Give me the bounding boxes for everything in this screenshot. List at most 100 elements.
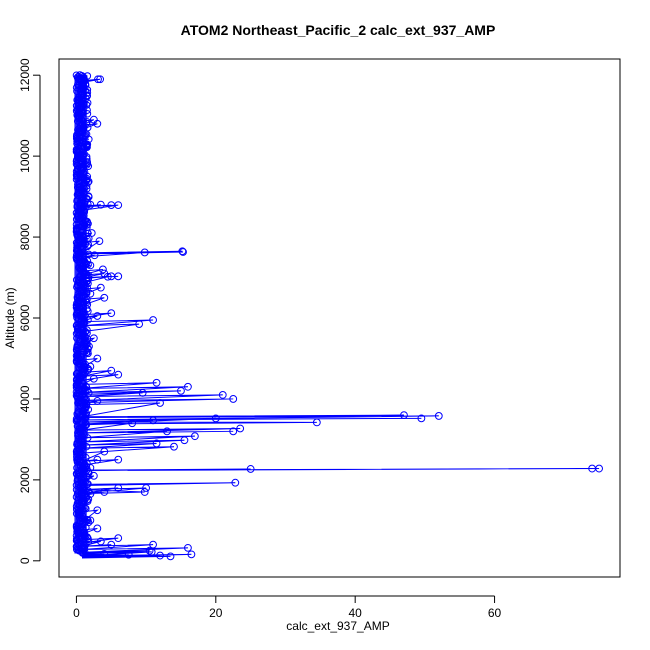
data-point [152, 378, 161, 387]
data-point [434, 412, 443, 420]
data-point [93, 354, 102, 363]
y-tick-label: 8000 [18, 223, 32, 250]
data-point [80, 76, 89, 85]
data-point [180, 436, 189, 445]
y-axis-label: Altitude (m) [3, 287, 17, 348]
data-point [99, 265, 107, 274]
data-point [82, 91, 91, 100]
data-point [145, 546, 154, 555]
data-point [177, 386, 185, 395]
y-tick-label: 6000 [18, 304, 32, 331]
chart-title: ATOM2 Northeast_Pacific_2 calc_ext_937_A… [181, 22, 496, 38]
x-axis-label: calc_ext_937_AMP [286, 619, 389, 633]
y-tick-label: 2000 [18, 466, 32, 493]
data-point [82, 235, 91, 243]
data-point [312, 418, 321, 427]
data-point [100, 293, 109, 302]
data-point [93, 455, 102, 464]
data-point [94, 75, 102, 84]
data-point [107, 309, 116, 318]
y-tick-label: 0 [18, 557, 32, 564]
data-point [246, 465, 255, 473]
data-point [78, 107, 86, 116]
data-point [85, 342, 93, 351]
data-point [163, 427, 171, 436]
data-point [93, 312, 102, 320]
data-point [140, 248, 149, 257]
data-point [78, 192, 87, 201]
data-point [114, 534, 123, 543]
data-point [89, 471, 98, 480]
data-point [82, 326, 91, 335]
data-point [114, 484, 123, 492]
data-point [86, 490, 95, 498]
data-point [128, 419, 137, 428]
data-point [86, 261, 95, 270]
data-point [184, 543, 192, 552]
data-point [187, 550, 196, 559]
x-tick-label: 20 [209, 606, 223, 620]
x-tick-label: 0 [73, 606, 80, 620]
data-point [114, 455, 123, 464]
data-point [79, 99, 88, 108]
data-point [114, 370, 123, 379]
data-point [77, 87, 86, 96]
dense-band-core [74, 75, 87, 554]
data-point [93, 524, 102, 533]
data-point [184, 382, 192, 391]
data-point [90, 251, 99, 260]
y-tick-label: 4000 [18, 385, 32, 412]
data-point [96, 75, 105, 84]
data-point [147, 548, 156, 556]
data-point [149, 416, 157, 425]
data-point [89, 334, 98, 343]
data-point [417, 414, 426, 423]
data-point [79, 548, 88, 557]
data-point [79, 528, 88, 537]
data-point [100, 550, 109, 558]
data-point [179, 248, 187, 256]
data-point [211, 414, 220, 423]
data-point [86, 200, 95, 209]
data-point [124, 550, 133, 559]
data-point [82, 140, 91, 148]
data-point [595, 464, 603, 473]
data-point [100, 447, 109, 456]
y-tick-label: 12000 [18, 58, 32, 92]
x-tick-label: 60 [488, 606, 502, 620]
data-point [79, 299, 88, 308]
data-point [87, 229, 96, 237]
axes: 0 20 40 60 0 2000 4000 6000 8000 10000 12000 [18, 58, 502, 620]
data-point [78, 212, 86, 221]
data-point [103, 272, 112, 281]
data-point [82, 277, 91, 286]
data-point [135, 320, 144, 328]
data-point [80, 184, 88, 193]
data-point [77, 172, 86, 181]
data-point [166, 552, 175, 561]
x-tick-label: 40 [349, 606, 363, 620]
data-point [93, 397, 102, 405]
data-point [178, 247, 187, 256]
data-point [142, 484, 151, 492]
data-point [100, 488, 109, 496]
data-point [93, 119, 102, 128]
data-point [229, 427, 238, 436]
data-point [149, 316, 157, 324]
data-point [218, 390, 227, 399]
data-point [96, 283, 105, 292]
data-point [78, 152, 87, 161]
data-point [79, 465, 88, 473]
data-point [138, 388, 147, 397]
data-point [81, 81, 90, 90]
data-point [156, 551, 164, 560]
data-point [140, 488, 149, 496]
data-point [190, 432, 199, 441]
data-point [80, 204, 89, 213]
data-point [107, 540, 116, 549]
data-point [79, 73, 88, 82]
data-point [400, 411, 408, 420]
data-point [96, 537, 105, 546]
data-point [82, 221, 91, 229]
data-point [156, 399, 164, 407]
